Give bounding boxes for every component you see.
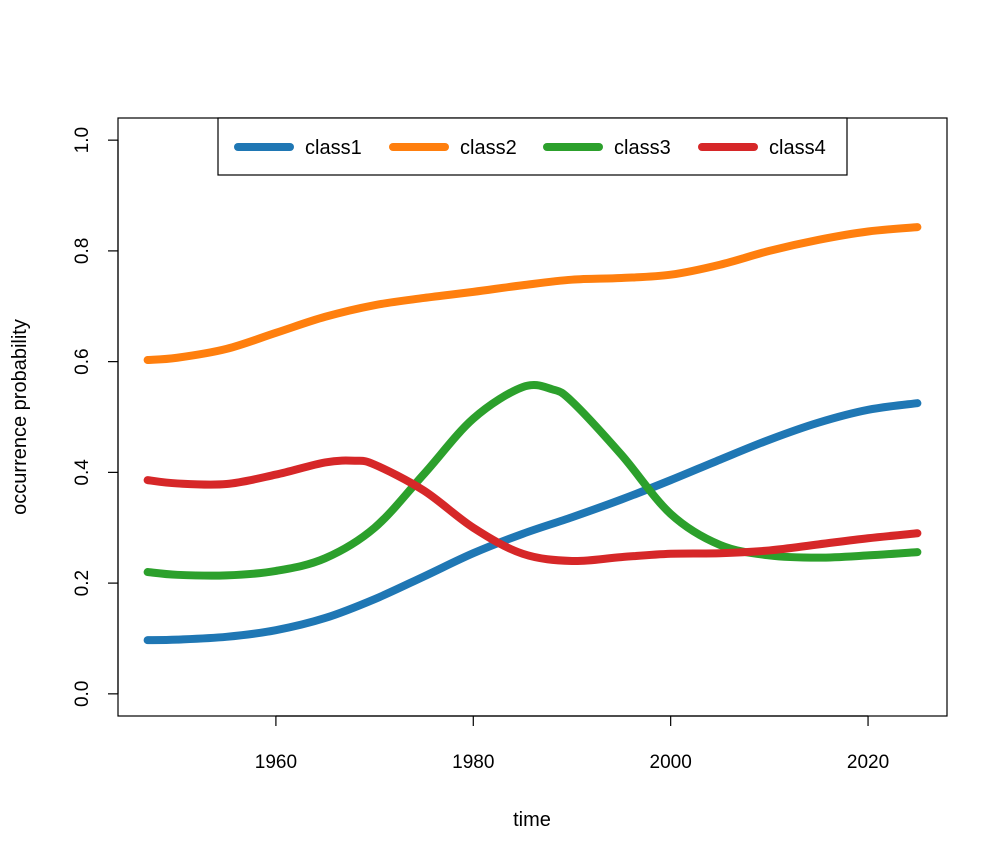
x-axis-title: time: [513, 809, 551, 831]
legend-label-class4: class4: [769, 137, 826, 159]
y-tick-label: 0.6: [72, 348, 93, 374]
plot-frame: [117, 117, 948, 717]
series-line-class4: [143, 456, 922, 566]
series-layer: [143, 223, 922, 645]
y-axis-title: occurrence probability: [9, 319, 31, 515]
series-line-class3: [143, 381, 922, 580]
x-axis: 1960 1980 2000 2020: [255, 715, 889, 773]
y-tick-label: 0.2: [72, 570, 93, 596]
x-tick-label: 2020: [847, 752, 889, 773]
x-tick-label: 2000: [650, 752, 692, 773]
legend-label-class3: class3: [614, 137, 671, 159]
series-line-class2: [143, 223, 922, 364]
y-axis: 0.0 0.2 0.4 0.6 0.8 1.0: [72, 127, 119, 707]
legend-label-class2: class2: [460, 137, 517, 159]
y-tick-label: 0.0: [72, 681, 93, 707]
x-tick-label: 1980: [452, 752, 494, 773]
legend-label-class1: class1: [305, 137, 362, 159]
legend: class1 class2 class3 class4: [217, 117, 848, 176]
y-tick-label: 1.0: [72, 127, 93, 153]
y-tick-label: 0.8: [72, 238, 93, 264]
series-line-class1: [143, 399, 922, 645]
x-tick-label: 1960: [255, 752, 297, 773]
y-tick-label: 0.4: [72, 459, 93, 486]
